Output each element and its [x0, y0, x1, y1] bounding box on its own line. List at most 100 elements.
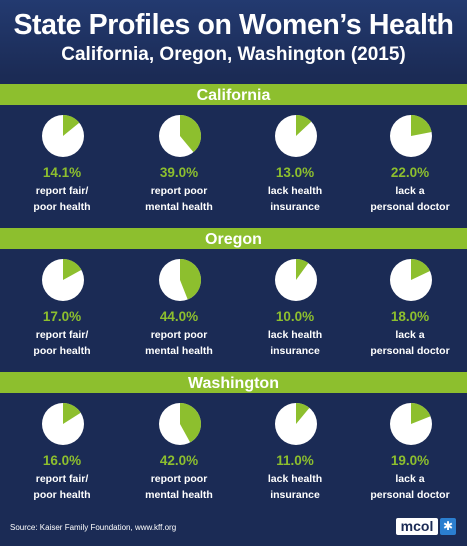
category-line: lack health — [267, 473, 323, 485]
category-line: personal doctor — [370, 345, 450, 357]
stat-card: 10.0% lack health insurance — [240, 252, 350, 362]
percent-label: 22.0% — [390, 165, 430, 180]
category-line: poor health — [33, 489, 91, 501]
header: State Profiles on Women’s Health Califor… — [0, 0, 467, 76]
source-note: Source: Kaiser Family Foundation, www.kf… — [10, 523, 177, 532]
stat-card: 19.0% lack a personal doctor — [355, 396, 465, 506]
stat-card: 11.0% lack health insurance — [240, 396, 350, 506]
footer: Source: Kaiser Family Foundation, www.kf… — [0, 516, 467, 546]
pie-chart — [275, 115, 317, 157]
pie-slice — [296, 115, 312, 136]
percent-label: 17.0% — [42, 309, 82, 324]
category-line: mental health — [145, 201, 213, 213]
page-title: State Profiles on Women’s Health — [13, 9, 454, 41]
pie-chart — [275, 259, 317, 301]
pie-slice — [296, 259, 309, 280]
pie-chart — [159, 259, 202, 301]
pie-slice — [180, 403, 201, 443]
category-line: lack a — [395, 473, 425, 485]
category-label: lack health insurance — [240, 183, 350, 215]
pie-slice — [180, 115, 202, 153]
category-line: mental health — [145, 489, 213, 501]
percent-label: 44.0% — [159, 309, 199, 324]
category-label: lack a personal doctor — [355, 327, 465, 359]
category-label: lack a personal doctor — [355, 471, 465, 503]
pie-chart — [390, 115, 432, 157]
stat-card: 39.0% report poor mental health — [124, 108, 234, 218]
state-name: Oregon — [205, 231, 262, 248]
stat-card: 18.0% lack a personal doctor — [355, 252, 465, 362]
state-name: California — [196, 87, 271, 104]
section-header-band: Oregon — [0, 228, 467, 249]
pie-slice — [411, 115, 432, 136]
pie-chart — [390, 403, 432, 445]
category-label: report fair/poor health — [7, 327, 117, 359]
category-line: mental health — [145, 345, 213, 357]
category-line: personal doctor — [370, 201, 450, 213]
category-label: report poor mental health — [124, 183, 234, 215]
section-header-band: California — [0, 84, 467, 105]
category-label: report fair/poor health — [7, 471, 117, 503]
category-line: poor health — [33, 345, 91, 357]
stat-card: 17.0% report fair/poor health — [7, 252, 117, 362]
category-label: lack a personal doctor — [355, 183, 465, 215]
stat-card: 22.0% lack a personal doctor — [355, 108, 465, 218]
section-header-band: Washington — [0, 372, 467, 393]
category-line: poor health — [33, 201, 91, 213]
stat-card: 44.0% report poor mental health — [124, 252, 234, 362]
pie-slice — [63, 403, 81, 424]
percent-label: 11.0% — [276, 453, 314, 468]
category-label: lack health insurance — [240, 471, 350, 503]
percent-label: 16.0% — [42, 453, 82, 468]
pie-slice — [180, 259, 202, 300]
pie-chart — [42, 403, 84, 445]
pie-chart — [42, 259, 84, 301]
section-california: California 14.1% report fair/poor health… — [0, 84, 467, 224]
pie-chart — [42, 115, 84, 157]
mcol-logo: mcol ✱ — [396, 518, 456, 535]
category-line: lack health — [267, 329, 323, 341]
category-line: insurance — [270, 201, 320, 213]
category-line: lack a — [395, 185, 425, 197]
category-line: report poor — [150, 185, 208, 197]
category-line: report fair/ — [35, 473, 89, 485]
pie-slice — [63, 115, 80, 136]
category-line: lack health — [267, 185, 323, 197]
pie-slice — [63, 259, 82, 280]
category-line: report fair/ — [35, 185, 89, 197]
percent-label: 14.1% — [42, 165, 82, 180]
percent-label: 10.0% — [275, 309, 315, 324]
state-name: Washington — [188, 375, 279, 392]
category-label: report poor mental health — [124, 471, 234, 503]
asterisk-icon: ✱ — [440, 518, 456, 535]
section-oregon: Oregon 17.0% report fair/poor health 44.… — [0, 228, 467, 368]
pie-slice — [411, 403, 431, 424]
pie-chart — [159, 115, 202, 157]
category-label: report fair/poor health — [7, 183, 117, 215]
category-line: insurance — [270, 489, 320, 501]
category-line: personal doctor — [370, 489, 450, 501]
pie-chart — [390, 259, 432, 301]
category-label: lack health insurance — [240, 327, 350, 359]
category-line: report poor — [150, 329, 208, 341]
category-line: report poor — [150, 473, 208, 485]
stat-card: 14.1% report fair/poor health — [7, 108, 117, 218]
section-washington: Washington 16.0% report fair/poor health… — [0, 372, 467, 512]
pie-chart — [275, 403, 317, 445]
percent-label: 13.0% — [275, 165, 315, 180]
pie-slice — [411, 259, 430, 280]
pie-chart — [159, 403, 201, 445]
percent-label: 18.0% — [390, 309, 430, 324]
percent-label: 39.0% — [159, 165, 199, 180]
page-subtitle: California, Oregon, Washington (2015) — [61, 44, 406, 65]
pie-slice — [296, 403, 310, 424]
logo-text: mcol — [396, 518, 438, 535]
stat-card: 13.0% lack health insurance — [240, 108, 350, 218]
percent-label: 42.0% — [159, 453, 199, 468]
category-line: report fair/ — [35, 329, 89, 341]
stat-card: 42.0% report poor mental health — [124, 396, 234, 506]
category-line: lack a — [395, 329, 425, 341]
percent-label: 19.0% — [390, 453, 430, 468]
stat-card: 16.0% report fair/poor health — [7, 396, 117, 506]
category-label: report poor mental health — [124, 327, 234, 359]
